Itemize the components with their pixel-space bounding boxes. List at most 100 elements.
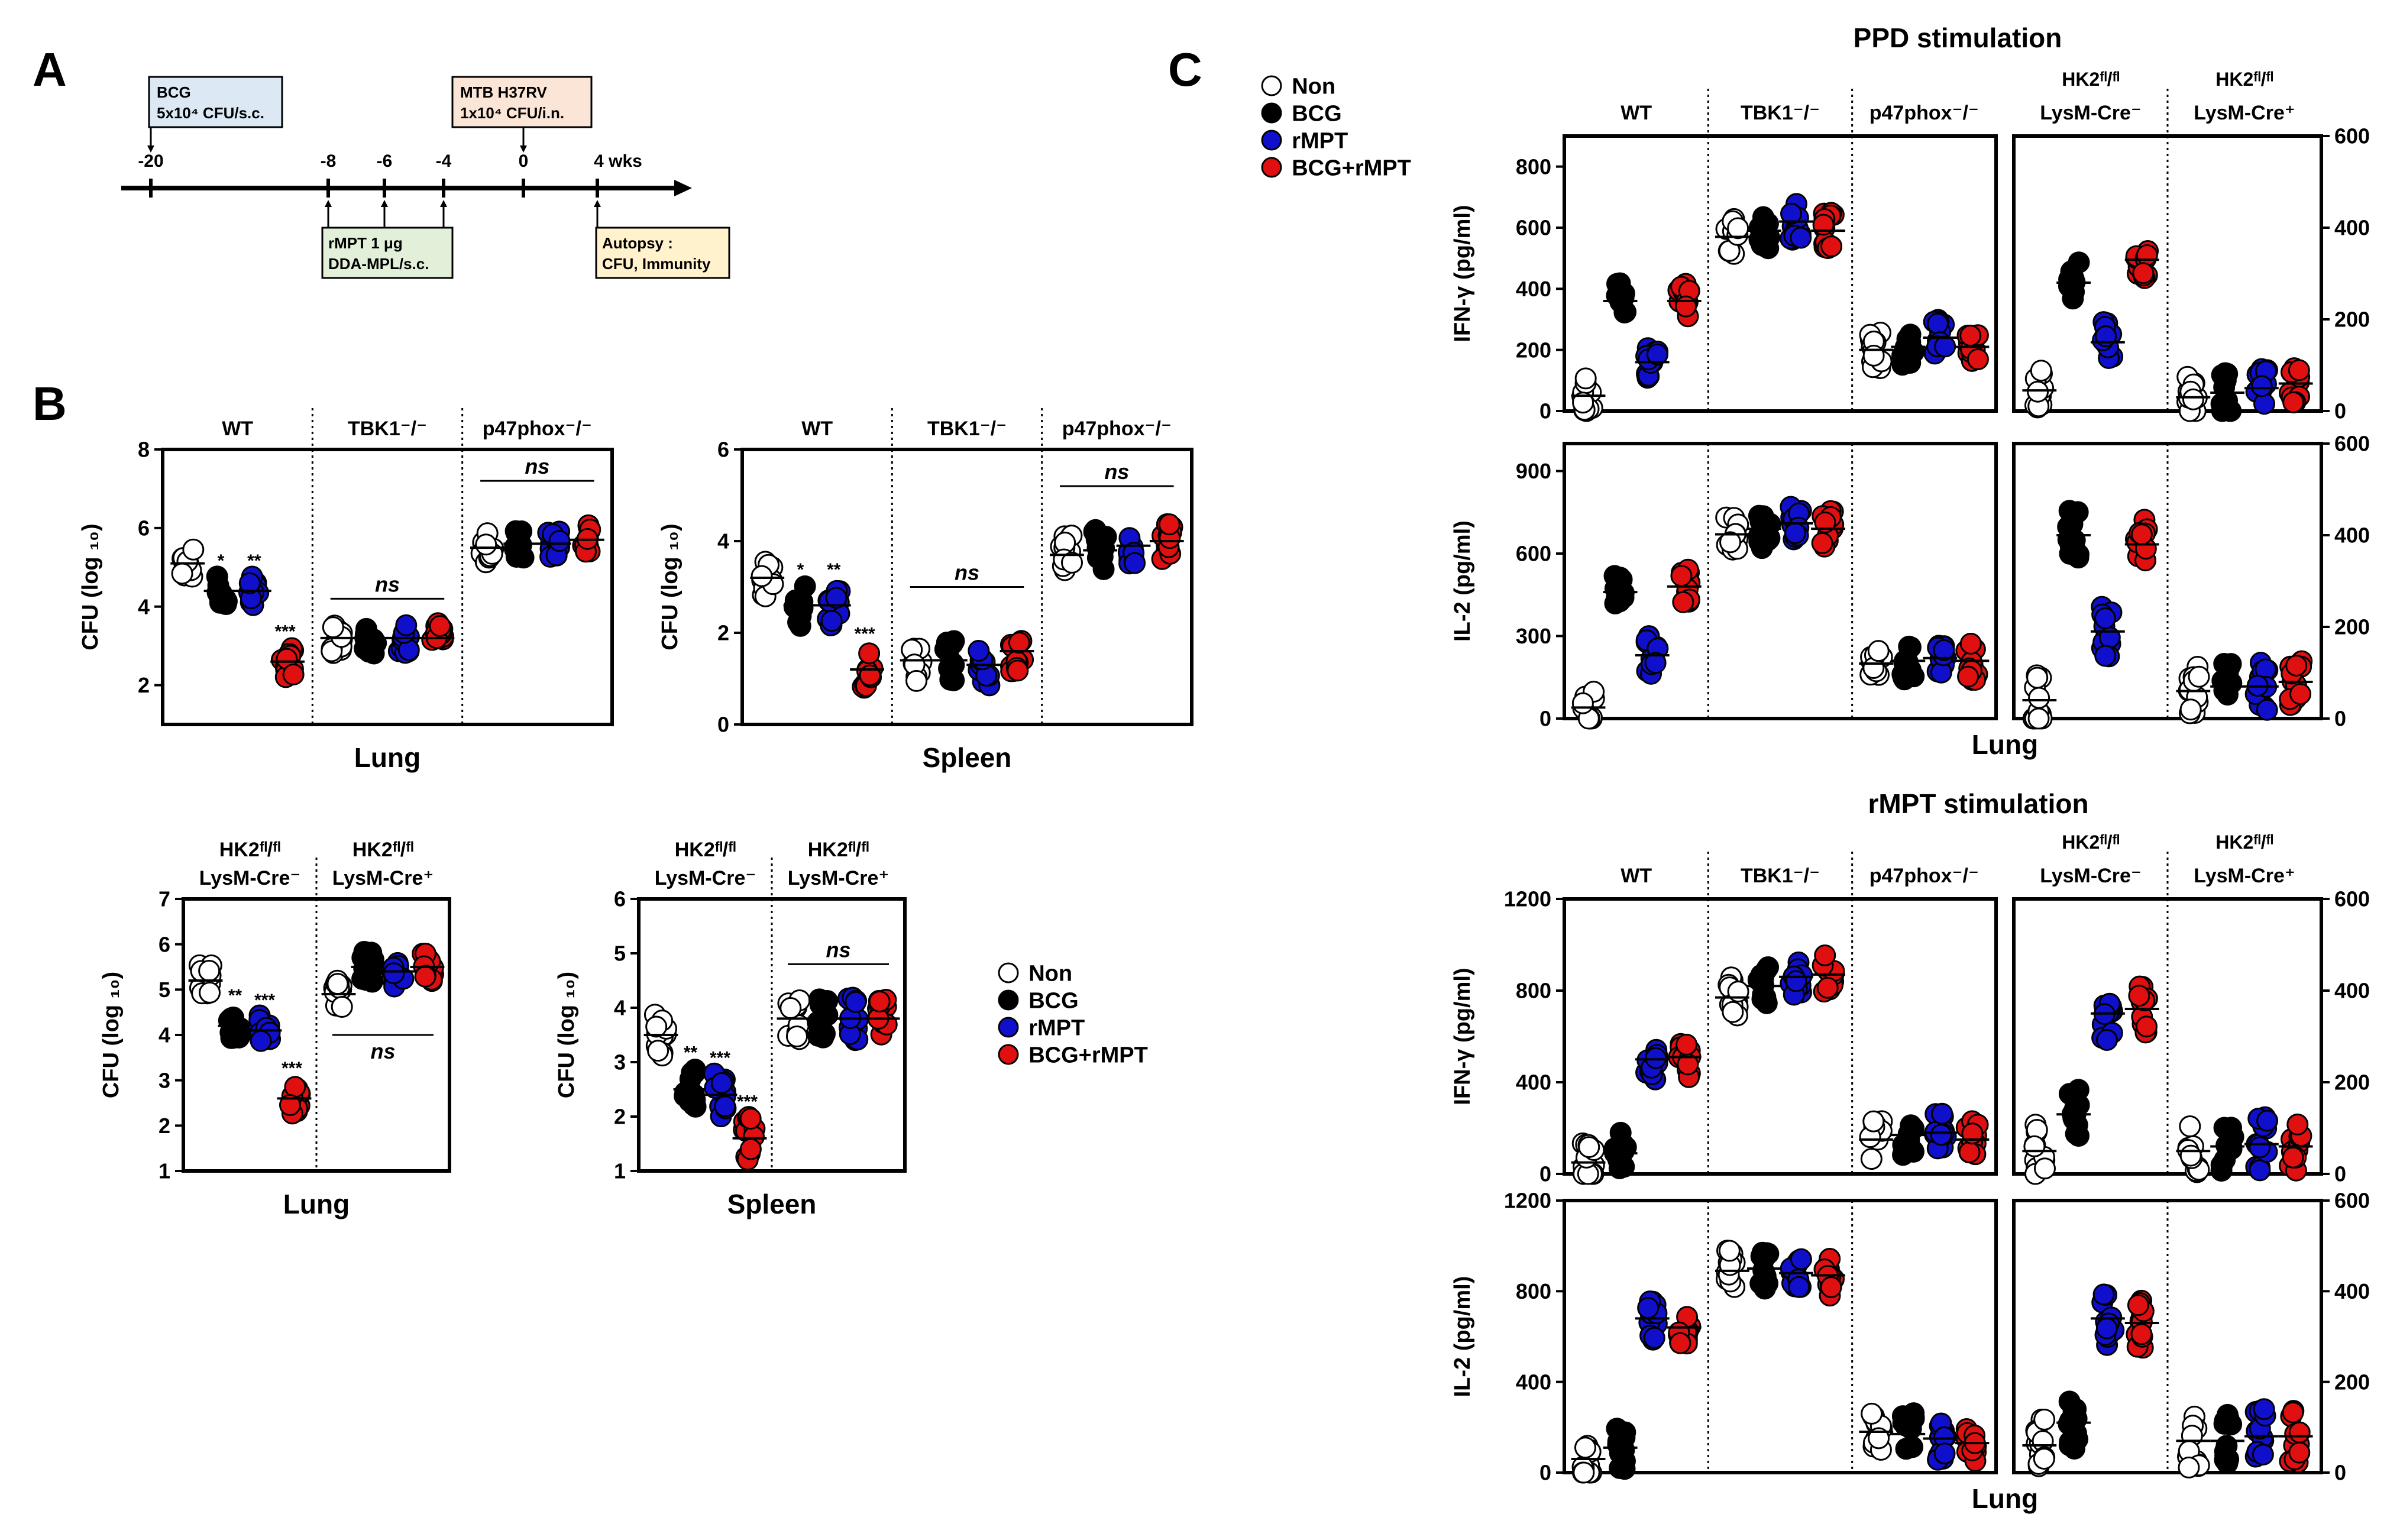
data-point xyxy=(1933,639,1955,661)
group-label: HK2ᶠˡ/ᶠˡ xyxy=(2062,832,2119,853)
y-tick-label: 400 xyxy=(2334,1279,2370,1303)
data-point xyxy=(1092,558,1115,580)
data-point xyxy=(2063,1098,2086,1120)
y-tick-label: 400 xyxy=(2334,523,2370,548)
group-label: WT xyxy=(222,418,253,440)
data-point xyxy=(395,614,418,636)
data-point xyxy=(383,962,405,985)
ns-label: ns xyxy=(370,1039,395,1063)
y-tick-label: 5 xyxy=(159,978,170,1002)
x-axis-label: Lung xyxy=(1972,1483,2038,1514)
data-point xyxy=(858,642,881,665)
data-point xyxy=(1676,1033,1698,1056)
timeline-tick-label: -4 xyxy=(436,151,452,171)
data-point xyxy=(1788,1276,1810,1298)
data-point xyxy=(1895,1438,1917,1460)
data-point xyxy=(2188,665,2210,688)
data-point xyxy=(2179,1115,2201,1137)
group-label: WT xyxy=(801,418,833,440)
data-point xyxy=(1571,692,1594,714)
data-point xyxy=(475,533,497,556)
data-point xyxy=(1930,1124,1952,1146)
legend-marker xyxy=(1261,75,1282,96)
y-tick-label: 0 xyxy=(1539,1162,1551,1186)
significance-stars: ** xyxy=(684,1043,698,1063)
group-label: HK2ᶠˡ/ᶠˡ xyxy=(2215,69,2273,90)
data-point xyxy=(2033,1408,2056,1431)
group-label: HK2ᶠˡ/ᶠˡ xyxy=(2062,69,2119,90)
data-point xyxy=(1784,522,1807,544)
rmpt-box-line1: rMPT 1 μg xyxy=(328,234,403,252)
legend-label: rMPT xyxy=(1028,1016,1085,1041)
x-axis-label: Lung xyxy=(283,1189,350,1219)
data-point xyxy=(2182,388,2204,410)
plot-frame xyxy=(1563,897,1998,1176)
data-point xyxy=(808,988,830,1011)
plot-frame xyxy=(1563,134,1998,413)
y-tick-label: 4 xyxy=(717,529,729,554)
y-tick-label: 900 xyxy=(1516,459,1551,483)
data-point xyxy=(681,1062,703,1084)
ns-label: ns xyxy=(1104,460,1129,484)
rmpt-stimulation-title: rMPT stimulation xyxy=(1868,788,2088,819)
data-point xyxy=(1637,1296,1660,1319)
plot-frame xyxy=(1563,442,1998,720)
y-tick-label: 300 xyxy=(1516,624,1551,648)
group-label: HK2ᶠˡ/ᶠˡ xyxy=(2215,832,2273,853)
significance-stars: * xyxy=(797,560,804,580)
data-point xyxy=(2179,698,2202,721)
data-point xyxy=(2057,529,2079,551)
data-point xyxy=(1751,1241,1774,1264)
data-point xyxy=(1862,1110,1885,1133)
group-label: HK2ᶠˡ/ᶠˡ xyxy=(808,839,869,861)
y-tick-label: 200 xyxy=(2334,1370,2370,1394)
data-point xyxy=(1903,1406,1925,1429)
y-tick-label: 400 xyxy=(2334,216,2370,240)
data-point xyxy=(785,1025,808,1048)
data-point xyxy=(1900,338,1923,361)
y-tick-label: 2 xyxy=(159,1114,170,1138)
data-point xyxy=(1727,217,1749,240)
y-axis-label: CFU (log ₁₀) xyxy=(99,972,124,1098)
data-point xyxy=(1061,551,1083,574)
data-point xyxy=(1966,348,1989,371)
y-tick-label: 600 xyxy=(1516,542,1551,566)
legend-marker xyxy=(1261,130,1282,151)
panel-letter-b: B xyxy=(33,377,67,430)
data-point xyxy=(250,1030,272,1052)
data-point xyxy=(2220,1413,2242,1436)
data-point xyxy=(2214,369,2237,392)
data-point xyxy=(1643,1327,1665,1349)
mtb-box-line1: MTB H37RV xyxy=(460,83,548,101)
data-point xyxy=(1672,591,1694,613)
data-point xyxy=(2285,654,2308,677)
data-point xyxy=(1958,1141,1981,1163)
significance-stars: * xyxy=(218,551,225,571)
data-point xyxy=(2282,1401,2304,1423)
legend-marker xyxy=(998,1044,1019,1065)
bcg-box-line2: 5x10⁴ CFU/s.c. xyxy=(157,104,264,122)
legend-label: BCG+rMPT xyxy=(1292,156,1411,181)
data-point xyxy=(739,1108,762,1130)
data-point xyxy=(1814,944,1836,966)
significance-stars: ** xyxy=(827,560,841,580)
legend-label: BCG+rMPT xyxy=(1028,1043,1148,1068)
y-tick-label: 200 xyxy=(2334,1070,2370,1095)
panel-letter-c: C xyxy=(1168,43,1202,96)
data-point xyxy=(1158,513,1180,536)
y-axis-label: IL-2 (pg/ml) xyxy=(1450,520,1475,642)
data-point xyxy=(1892,667,1914,689)
ns-label: ns xyxy=(375,572,400,596)
data-point xyxy=(282,664,305,686)
rmpt-box xyxy=(321,227,454,279)
data-point xyxy=(2179,1144,2202,1167)
data-point xyxy=(182,538,205,561)
data-point xyxy=(1860,1148,1883,1170)
y-tick-label: 4 xyxy=(614,996,626,1020)
data-point xyxy=(1609,1442,1631,1464)
plot-frame xyxy=(740,448,1193,726)
data-point xyxy=(2289,682,2312,705)
autopsy-box-line2: CFU, Immunity xyxy=(602,255,711,273)
significance-stars: *** xyxy=(710,1049,730,1068)
